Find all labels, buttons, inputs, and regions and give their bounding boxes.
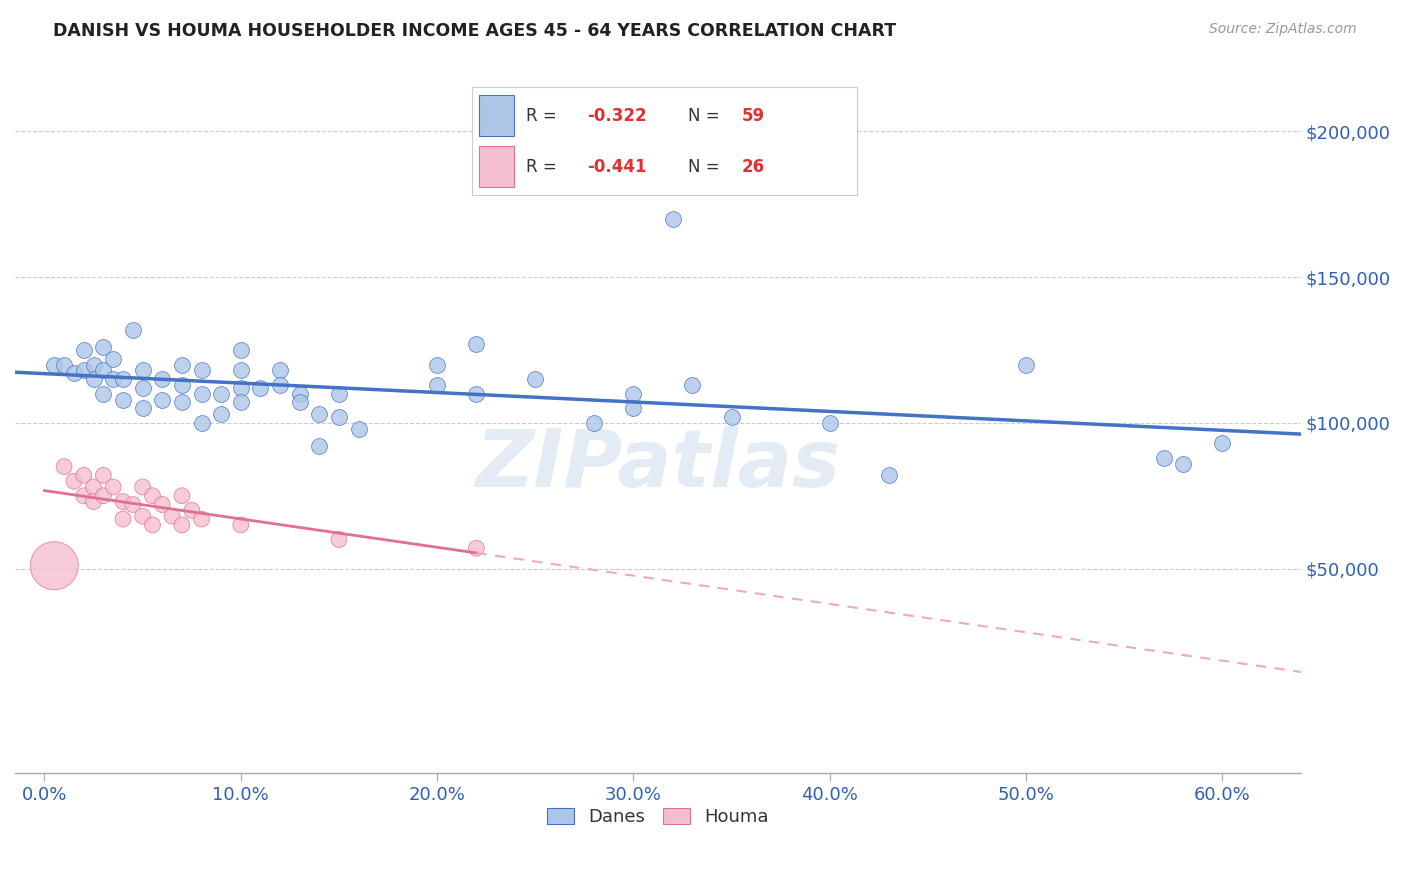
Point xyxy=(229,381,252,395)
Point xyxy=(141,489,163,503)
Point xyxy=(190,386,212,401)
Point xyxy=(1211,436,1233,450)
Point xyxy=(111,392,134,407)
Point xyxy=(524,372,547,386)
Point xyxy=(426,378,449,392)
Text: DANISH VS HOUMA HOUSEHOLDER INCOME AGES 45 - 64 YEARS CORRELATION CHART: DANISH VS HOUMA HOUSEHOLDER INCOME AGES … xyxy=(53,22,897,40)
Point xyxy=(269,363,291,377)
Point xyxy=(877,468,900,483)
Point xyxy=(1153,450,1175,465)
Point xyxy=(131,401,153,416)
Point xyxy=(426,358,449,372)
Point xyxy=(818,416,841,430)
Point xyxy=(1173,457,1195,471)
Point xyxy=(465,337,488,351)
Point xyxy=(170,378,193,392)
Point xyxy=(190,512,212,526)
Point xyxy=(229,395,252,409)
Point xyxy=(661,211,683,226)
Point xyxy=(328,533,350,547)
Point xyxy=(328,410,350,425)
Point xyxy=(111,512,134,526)
Point xyxy=(83,358,105,372)
Point xyxy=(53,358,76,372)
Point xyxy=(229,343,252,357)
Point xyxy=(73,343,96,357)
Point xyxy=(131,363,153,377)
Point xyxy=(63,366,86,380)
Point xyxy=(63,474,86,488)
Point xyxy=(720,410,742,425)
Point xyxy=(93,363,115,377)
Point xyxy=(141,517,163,532)
Point xyxy=(288,395,311,409)
Point xyxy=(83,372,105,386)
Point xyxy=(180,503,202,517)
Point xyxy=(249,381,271,395)
Point xyxy=(83,494,105,508)
Point xyxy=(170,358,193,372)
Point xyxy=(160,509,183,524)
Text: Source: ZipAtlas.com: Source: ZipAtlas.com xyxy=(1209,22,1357,37)
Point xyxy=(131,480,153,494)
Point xyxy=(209,386,232,401)
Point xyxy=(101,351,124,366)
Point xyxy=(73,363,96,377)
Point xyxy=(328,386,350,401)
Point xyxy=(121,322,143,336)
Point xyxy=(44,558,66,573)
Point xyxy=(73,489,96,503)
Point xyxy=(83,480,105,494)
Point xyxy=(53,459,76,474)
Point xyxy=(308,407,330,421)
Point xyxy=(150,372,173,386)
Point xyxy=(121,498,143,512)
Point xyxy=(131,509,153,524)
Point xyxy=(308,439,330,453)
Point xyxy=(73,468,96,483)
Point xyxy=(347,422,370,436)
Point xyxy=(170,395,193,409)
Point xyxy=(111,494,134,508)
Point xyxy=(93,340,115,354)
Point xyxy=(288,386,311,401)
Point xyxy=(150,498,173,512)
Point xyxy=(681,378,703,392)
Point xyxy=(170,489,193,503)
Point xyxy=(623,386,645,401)
Legend: Danes, Houma: Danes, Houma xyxy=(540,801,776,834)
Point xyxy=(229,517,252,532)
Point xyxy=(150,392,173,407)
Point xyxy=(1015,358,1038,372)
Point xyxy=(93,386,115,401)
Point xyxy=(111,372,134,386)
Point xyxy=(93,489,115,503)
Point xyxy=(190,363,212,377)
Point xyxy=(93,468,115,483)
Point xyxy=(190,416,212,430)
Point xyxy=(209,407,232,421)
Point xyxy=(131,381,153,395)
Point xyxy=(623,401,645,416)
Point xyxy=(44,358,66,372)
Point xyxy=(465,541,488,556)
Point xyxy=(170,517,193,532)
Text: ZIPatlas: ZIPatlas xyxy=(475,425,841,504)
Point xyxy=(101,480,124,494)
Point xyxy=(269,378,291,392)
Point xyxy=(583,416,606,430)
Point xyxy=(229,363,252,377)
Point xyxy=(465,386,488,401)
Point xyxy=(101,372,124,386)
